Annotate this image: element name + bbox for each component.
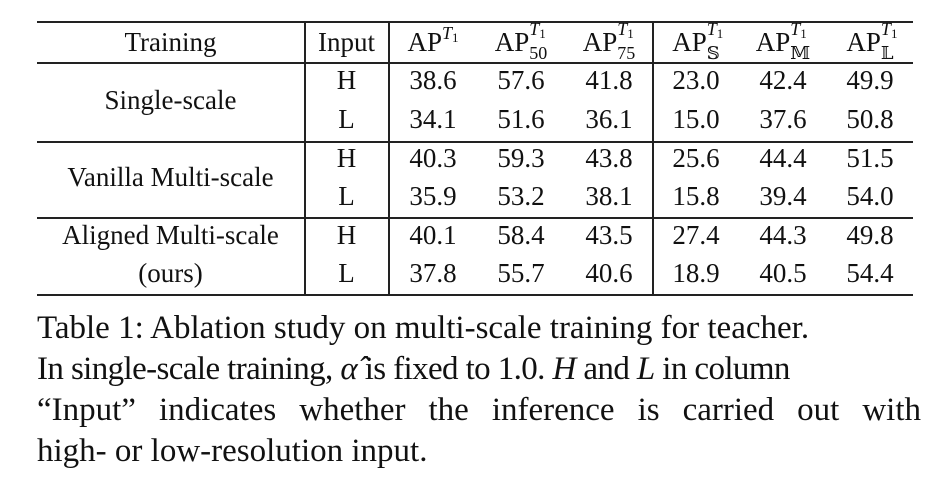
caption-line-1: Table 1: Ablation study on multi-scale t… <box>37 310 810 346</box>
header-aps: AP T1 𝕊 <box>672 19 724 63</box>
value-cell: 38.6 <box>409 65 457 95</box>
bottom-rule <box>37 294 913 296</box>
training-label-sub: (ours) <box>138 258 203 288</box>
value-cell: 15.8 <box>672 181 720 211</box>
value-cell: 38.1 <box>585 181 633 211</box>
value-cell: 37.6 <box>759 104 807 134</box>
value-cell: 18.9 <box>672 258 720 288</box>
table-caption: Table 1: Ablation study on multi-scale t… <box>37 308 921 472</box>
value-cell: 42.4 <box>759 65 807 95</box>
value-cell: 41.8 <box>585 65 633 95</box>
value-cell: 57.6 <box>497 65 545 95</box>
caption-line-3: “Input” indicates whether the inference … <box>37 392 921 428</box>
caption-line-2: In single-scale training, α̂ is fixed to… <box>37 351 790 387</box>
value-cell: 44.3 <box>759 220 807 250</box>
training-label: Vanilla Multi-scale <box>67 162 274 192</box>
value-cell: 35.9 <box>409 181 457 211</box>
value-cell: 40.1 <box>409 220 457 250</box>
input-cell: L <box>338 258 355 288</box>
caption-line-4: high- or low-resolution input. <box>37 433 428 469</box>
header-apl: AP T1 𝕃 <box>846 19 898 63</box>
col-divider-2 <box>388 21 390 296</box>
header-ap75: AP T1 75 <box>582 19 636 63</box>
header-training: Training <box>124 27 217 57</box>
value-cell: 36.1 <box>585 104 633 134</box>
value-cell: 43.5 <box>585 220 633 250</box>
value-cell: 25.6 <box>672 143 720 173</box>
header-input: Input <box>318 27 375 57</box>
header-apm: AP T1 𝕄 <box>755 19 811 63</box>
training-label: Aligned Multi-scale <box>62 220 279 250</box>
value-cell: 55.7 <box>497 258 545 288</box>
caption-label: Table 1: <box>37 310 144 346</box>
col-divider-1 <box>304 21 306 296</box>
alpha-hat-symbol: α̂ <box>340 351 358 387</box>
group2-rule <box>37 217 913 219</box>
top-rule <box>37 21 913 23</box>
header-ap50: AP T1 50 <box>494 19 548 63</box>
value-cell: 51.5 <box>846 143 894 173</box>
input-cell: L <box>338 104 355 134</box>
header-ap: APT1 <box>407 23 459 57</box>
value-cell: 58.4 <box>497 220 545 250</box>
value-cell: 49.8 <box>846 220 894 250</box>
group1-rule <box>37 141 913 143</box>
value-cell: 54.0 <box>846 181 894 211</box>
value-cell: 27.4 <box>672 220 720 250</box>
value-cell: 34.1 <box>409 104 457 134</box>
value-cell: 40.6 <box>585 258 633 288</box>
col-divider-3 <box>652 21 654 296</box>
value-cell: 54.4 <box>846 258 894 288</box>
value-cell: 37.8 <box>409 258 457 288</box>
value-cell: 23.0 <box>672 65 720 95</box>
value-cell: 51.6 <box>497 104 545 134</box>
input-cell: L <box>338 181 355 211</box>
value-cell: 53.2 <box>497 181 545 211</box>
input-cell: H <box>336 220 357 250</box>
value-cell: 49.9 <box>846 65 894 95</box>
input-cell: H <box>336 65 357 95</box>
header-rule <box>37 62 913 64</box>
value-cell: 59.3 <box>497 143 545 173</box>
value-cell: 39.4 <box>759 181 807 211</box>
value-cell: 43.8 <box>585 143 633 173</box>
training-label: Single-scale <box>104 85 237 115</box>
value-cell: 15.0 <box>672 104 720 134</box>
value-cell: 50.8 <box>846 104 894 134</box>
value-cell: 40.5 <box>759 258 807 288</box>
input-cell: H <box>336 143 357 173</box>
value-cell: 40.3 <box>409 143 457 173</box>
value-cell: 44.4 <box>759 143 807 173</box>
